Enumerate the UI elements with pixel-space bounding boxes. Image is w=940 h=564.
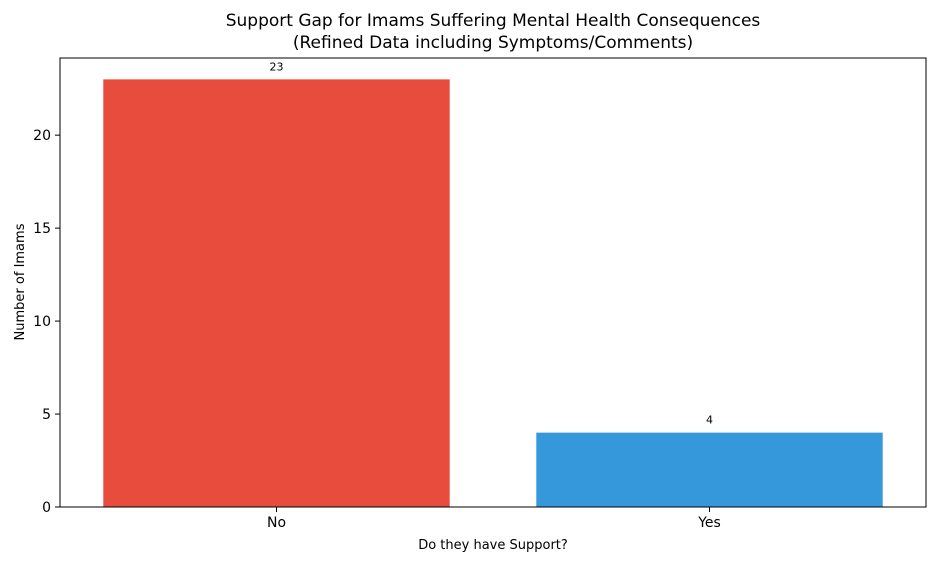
chart-title: Support Gap for Imams Suffering Mental H… — [226, 11, 761, 31]
y-tick-label: 5 — [42, 407, 51, 423]
bar-no — [103, 79, 450, 507]
plot-area-frame — [59, 57, 927, 508]
data-label-yes: 4 — [706, 414, 713, 427]
y-axis-label: Number of Imams — [13, 223, 28, 340]
y-tick-label: 10 — [33, 314, 51, 330]
y-tick-label: 0 — [42, 500, 51, 516]
y-axis-ticks: 0 5 10 15 20 — [33, 128, 60, 516]
bars-layer — [103, 79, 883, 507]
x-axis-ticks: No Yes — [267, 507, 721, 531]
data-label-no: 23 — [270, 60, 284, 73]
x-tick-label: Yes — [697, 515, 721, 531]
chart-subtitle: (Refined Data including Symptoms/Comment… — [293, 33, 693, 53]
data-labels-layer: 23 4 — [270, 60, 714, 426]
y-tick-label: 20 — [33, 128, 51, 144]
bar-yes — [536, 432, 883, 507]
x-axis-label: Do they have Support? — [418, 538, 568, 553]
y-tick-label: 15 — [33, 221, 51, 237]
x-tick-label: No — [267, 515, 286, 531]
